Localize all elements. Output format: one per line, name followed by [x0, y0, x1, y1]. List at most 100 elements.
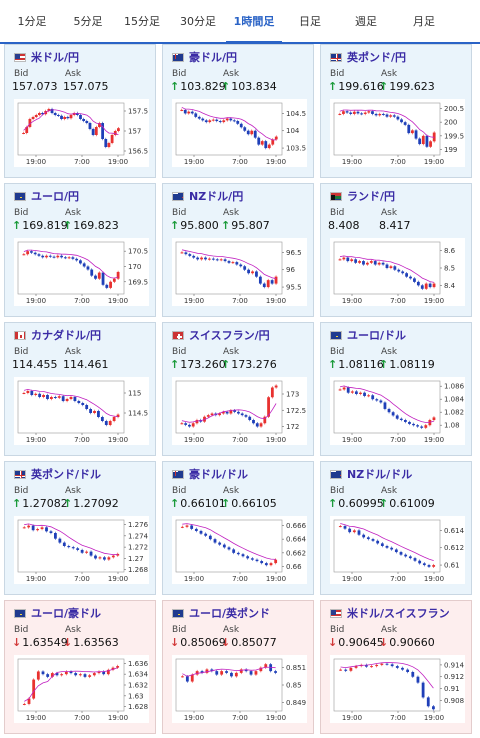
- rate-card[interactable]: ランド/円 Bid Ask 8.408 8.417 8.6 8.5 8.4 19:00 7:00 1…: [320, 183, 472, 317]
- candle-body: [104, 421, 108, 425]
- rate-card[interactable]: スイスフラン/円 Bid Ask ↑173.260 ↑173.276 173 172.5 17…: [162, 322, 314, 456]
- tab-0[interactable]: 1分足: [17, 15, 47, 28]
- candle-body: [69, 671, 73, 674]
- y-tick-label: 0.912: [444, 673, 464, 681]
- price-chart[interactable]: 0.851 0.85 0.849 19:00 7:00 19:00: [172, 655, 307, 723]
- candle-body: [81, 403, 85, 405]
- ask-value-text: 1.63563: [73, 636, 119, 649]
- rate-card[interactable]: ユーロ/英ポンド Bid Ask ↓0.85069 ↓0.85077 0.851 0.85 0…: [162, 600, 314, 734]
- rate-card[interactable]: NZドル/ドル Bid Ask ↑0.60995 ↑0.61009 0.614 0.612 0…: [320, 461, 472, 595]
- candle-body: [231, 262, 235, 264]
- flag-icon: [330, 53, 342, 62]
- y-tick-label: 96.5: [286, 249, 302, 257]
- x-tick-label: 19:00: [424, 297, 444, 305]
- x-tick-label: 7:00: [390, 575, 406, 583]
- price-chart[interactable]: 0.666 0.664 0.662 0.66 19:00 7:00 19:00: [172, 516, 307, 584]
- candle-body: [385, 546, 389, 548]
- rate-card[interactable]: NZドル/円 Bid Ask ↑95.800 ↑95.807 96.5 96 95.5 19:0…: [162, 183, 314, 317]
- currency-pair[interactable]: ランド/円: [347, 190, 396, 203]
- price-chart[interactable]: 1.276 1.274 1.272 1.27 1.268 19:00 7:00 19:00: [14, 516, 149, 584]
- y-tick-label: 0.91: [444, 685, 460, 693]
- arrow-up-icon: ↑: [170, 80, 180, 93]
- rate-card[interactable]: 英ポンド/ドル Bid Ask ↑1.27082 ↑1.27092 1.276 1.274 1…: [4, 461, 156, 595]
- ask-value: ↑1.08119: [379, 358, 435, 371]
- candle-body: [354, 259, 358, 263]
- candle-body: [358, 261, 361, 263]
- rate-card[interactable]: 豪ドル/ドル Bid Ask ↑0.66101 ↑0.66105 0.666 0.664 0.…: [162, 461, 314, 595]
- bid-label: Bid: [14, 69, 29, 79]
- currency-pair[interactable]: カナダドル/円: [31, 329, 102, 342]
- candle-body: [377, 262, 381, 265]
- tab-6[interactable]: 週足: [355, 15, 377, 28]
- rate-card[interactable]: ユーロ/ドル Bid Ask ↑1.08116 ↑1.08119 1.086 1.084 1.…: [320, 322, 472, 456]
- ask-value: ↑169.823: [63, 219, 119, 232]
- currency-pair[interactable]: NZドル/ドル: [347, 468, 413, 481]
- currency-pair[interactable]: 英ポンド/ドル: [31, 468, 102, 481]
- y-tick-label: 172.5: [286, 407, 306, 415]
- arrow-up-icon: ↑: [221, 358, 231, 371]
- price-chart[interactable]: 0.614 0.612 0.61 19:00 7:00 19:00: [330, 516, 465, 584]
- price-chart[interactable]: 115 114.5 19:00 7:00 19:00: [14, 377, 149, 445]
- bid-value-text: 173.260: [180, 358, 226, 371]
- ask-label: Ask: [381, 486, 398, 496]
- tab-2[interactable]: 15分足: [124, 15, 160, 28]
- currency-pair[interactable]: 豪ドル/円: [189, 51, 238, 64]
- candle-body: [41, 671, 45, 675]
- arrow-up-icon: ↑: [328, 358, 338, 371]
- tab-3[interactable]: 30分足: [180, 15, 216, 28]
- price-chart[interactable]: 0.914 0.912 0.91 0.908 19:00 7:00 19:00: [330, 655, 465, 723]
- candle-body: [63, 257, 67, 259]
- candle-body: [244, 415, 248, 417]
- currency-pair[interactable]: 豪ドル/ドル: [189, 468, 249, 481]
- candle-body: [26, 251, 30, 255]
- price-chart[interactable]: 200.5 200 199.5 199 19:00 7:00 19:00: [330, 99, 465, 167]
- price-chart[interactable]: 104.5 104 103.5 19:00 7:00 19:00: [172, 99, 307, 167]
- candle-body: [258, 276, 262, 284]
- currency-pair[interactable]: ユーロ/ドル: [347, 329, 407, 342]
- candle-body: [342, 257, 346, 260]
- candle-body: [380, 543, 384, 546]
- price-chart[interactable]: 1.636 1.634 1.632 1.63 1.628 19:00 7:00 19:00: [14, 655, 149, 723]
- price-chart[interactable]: 96.5 96 95.5 19:00 7:00 19:00: [172, 238, 307, 306]
- rate-card[interactable]: 英ポンド/円 Bid Ask ↑199.616 ↑199.623 200.5 200 199.…: [320, 44, 472, 178]
- rate-card[interactable]: 米ドル/円 Bid Ask 157.073 157.075 157.5 157 156.5 19…: [4, 44, 156, 178]
- bid-label: Bid: [172, 347, 187, 357]
- currency-pair[interactable]: ユーロ/英ポンド: [189, 607, 271, 620]
- currency-pair[interactable]: ユーロ/豪ドル: [31, 607, 102, 620]
- candle-body: [98, 557, 102, 559]
- rate-card[interactable]: カナダドル/円 Bid Ask 114.455 114.461 115 114.5 19:00…: [4, 322, 156, 456]
- rate-card[interactable]: ユーロ/円 Bid Ask ↑169.819 ↑169.823 170.5 170 169.5…: [4, 183, 156, 317]
- candle-body: [420, 285, 424, 289]
- candle-body: [264, 664, 268, 668]
- candle-body: [267, 397, 270, 417]
- rate-card[interactable]: 米ドル/スイスフラン Bid Ask ↓0.90645 ↓0.90660 0.914 0.9…: [320, 600, 472, 734]
- candle-body: [263, 416, 267, 424]
- x-tick-label: 19:00: [26, 575, 46, 583]
- currency-pair[interactable]: 米ドル/円: [31, 51, 80, 64]
- price-chart[interactable]: 8.6 8.5 8.4 19:00 7:00 19:00: [330, 238, 465, 306]
- candle-body: [343, 526, 347, 529]
- y-tick-label: 1.276: [128, 521, 149, 529]
- tab-7[interactable]: 月足: [413, 15, 435, 28]
- candle-body: [180, 526, 184, 528]
- price-chart[interactable]: 1.086 1.084 1.082 1.08 19:00 7:00 19:00: [330, 377, 465, 445]
- y-tick-label: 199.5: [444, 132, 464, 140]
- candle-body: [376, 540, 380, 544]
- price-chart[interactable]: 170.5 170 169.5 19:00 7:00 19:00: [14, 238, 149, 306]
- y-tick-label: 1.274: [128, 532, 149, 540]
- currency-pair[interactable]: 英ポンド/円: [347, 51, 407, 64]
- price-chart[interactable]: 173 172.5 172 19:00 7:00 19:00: [172, 377, 307, 445]
- currency-pair[interactable]: スイスフラン/円: [189, 329, 270, 342]
- currency-pair[interactable]: ユーロ/円: [31, 190, 80, 203]
- rate-card[interactable]: ユーロ/豪ドル Bid Ask ↓1.63549 ↓1.63563 1.636 1.634 1…: [4, 600, 156, 734]
- currency-pair[interactable]: 米ドル/スイスフラン: [347, 607, 450, 620]
- tab-5[interactable]: 日足: [299, 15, 321, 28]
- tab-1[interactable]: 5分足: [73, 15, 103, 28]
- candle-body: [352, 111, 356, 114]
- price-chart[interactable]: 157.5 157 156.5 19:00 7:00 19:00: [14, 99, 149, 167]
- rate-card[interactable]: 豪ドル/円 Bid Ask ↑103.829 ↑103.834 104.5 104 103.5…: [162, 44, 314, 178]
- tab-4[interactable]: 1時間足: [226, 0, 282, 44]
- bid-value: ↑173.260: [170, 358, 226, 371]
- candle-body: [222, 120, 226, 123]
- currency-pair[interactable]: NZドル/円: [189, 190, 244, 203]
